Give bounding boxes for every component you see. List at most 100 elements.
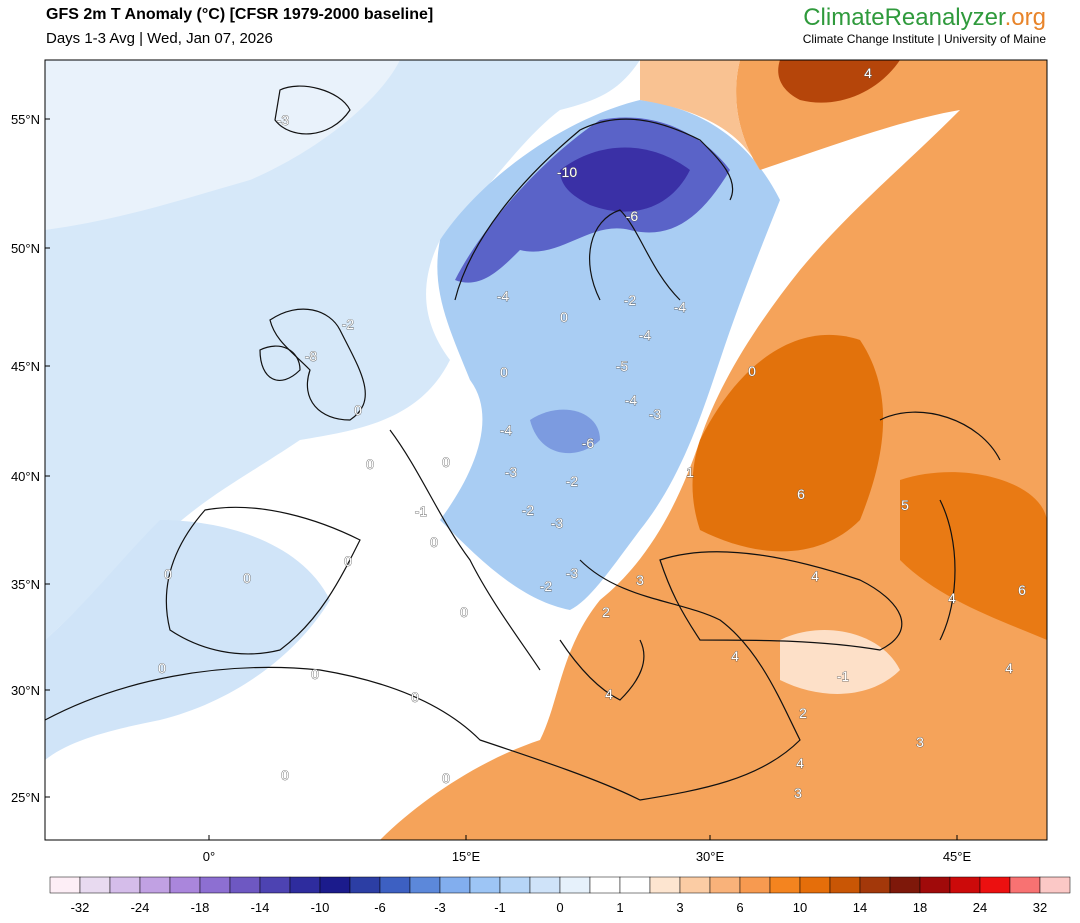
contour-label: 0 [366, 456, 374, 472]
subtitle: Days 1-3 Avg | Wed, Jan 07, 2026 [46, 30, 273, 47]
colorbar-swatch [1039, 876, 1071, 894]
colorbar: -32 -24 -18 -14 -10 -6 -3 -1 0 1 3 6 10 14 18 24 32 [49, 876, 1071, 915]
colorbar-label: 10 [793, 900, 807, 915]
contour-label: -4 [639, 327, 652, 343]
contour-label: 4 [1005, 660, 1013, 676]
colorbar-swatch [229, 876, 261, 894]
lat-label: 45°N [11, 359, 40, 374]
contour-label: -10 [557, 164, 577, 180]
contour-label: 6 [1018, 582, 1026, 598]
contour-label: -2 [624, 292, 637, 308]
colorbar-label: 14 [853, 900, 867, 915]
lon-label: 0° [203, 849, 215, 864]
contour-label: -3 [277, 112, 290, 128]
warm-north [640, 60, 760, 170]
contour-label: -4 [625, 392, 638, 408]
contour-label: 0 [430, 534, 438, 550]
contour-label: -4 [674, 299, 687, 315]
colorbar-swatch [649, 876, 681, 894]
contour-label: -2 [522, 502, 535, 518]
colorbar-label: 6 [736, 900, 743, 915]
contour-label: 0 [311, 666, 319, 682]
contour-label: -1 [837, 668, 850, 684]
colorbar-swatch [799, 876, 831, 894]
warm-russia [692, 334, 884, 552]
colorbar-label: -10 [311, 900, 330, 915]
contour-label: -1 [415, 503, 428, 519]
brand-main: ClimateReanalyzer [803, 4, 1006, 31]
colorbar-swatch [199, 876, 231, 894]
colorbar-swatch [499, 876, 531, 894]
contour-label: 0 [158, 660, 166, 676]
contour-label: 0 [411, 689, 419, 705]
colorbar-swatch [529, 876, 561, 894]
contour-label: 0 [164, 566, 172, 582]
contour-label: -2 [540, 578, 553, 594]
lat-label: 35°N [11, 577, 40, 592]
lon-label: 15°E [452, 849, 481, 864]
colorbar-swatch [679, 876, 711, 894]
colorbar-label: -24 [131, 900, 150, 915]
colorbar-swatch [169, 876, 201, 894]
colorbar-swatch [409, 876, 441, 894]
colorbar-swatch [289, 876, 321, 894]
colorbar-swatch [949, 876, 981, 894]
contour-label: 0 [442, 770, 450, 786]
contour-label: -8 [305, 348, 318, 364]
colorbar-swatch [739, 876, 771, 894]
coastlines [45, 85, 1001, 801]
contour-label: 2 [602, 604, 610, 620]
colorbar-swatch [559, 876, 591, 894]
contour-label: -2 [566, 473, 579, 489]
lat-label: 25°N [11, 790, 40, 805]
contour-label: -6 [626, 208, 639, 224]
contour-label: -2 [342, 316, 355, 332]
affiliation: Climate Change Institute | University of… [803, 32, 1047, 46]
colorbar-label: 1 [616, 900, 623, 915]
colorbar-swatch [769, 876, 801, 894]
contour-label: 0 [442, 454, 450, 470]
brand: ClimateReanalyzer.org [803, 4, 1046, 31]
contour-label: 4 [731, 648, 739, 664]
colorbar-swatch [349, 876, 381, 894]
contour-label: 4 [864, 65, 872, 81]
colorbar-swatch [709, 876, 741, 894]
cold-west [45, 60, 640, 640]
contour-label: -3 [566, 565, 579, 581]
colorbar-label: -1 [494, 900, 506, 915]
colorbar-swatch [829, 876, 861, 894]
colorbar-label: 24 [973, 900, 987, 915]
colorbar-swatch [469, 876, 501, 894]
contour-label: 1 [686, 464, 694, 480]
colorbar-swatch [919, 876, 951, 894]
contour-label: 0 [281, 767, 289, 783]
colorbar-label: 0 [556, 900, 563, 915]
colorbar-label: -3 [434, 900, 446, 915]
lat-label: 55°N [11, 112, 40, 127]
contour-label: 3 [636, 572, 644, 588]
colorbar-swatch [379, 876, 411, 894]
contour-label: -6 [582, 435, 595, 451]
lat-label: 40°N [11, 469, 40, 484]
cool-north [45, 60, 400, 230]
colorbar-swatch [589, 876, 621, 894]
contour-label: 3 [794, 785, 802, 801]
colorbar-label: -6 [374, 900, 386, 915]
coldest-core [560, 147, 690, 212]
colorbar-label: 18 [913, 900, 927, 915]
contour-label: 0 [243, 570, 251, 586]
contour-label: 0 [344, 553, 352, 569]
colorbar-swatch [979, 876, 1011, 894]
colorbar-swatch [79, 876, 111, 894]
contour-label: 0 [748, 363, 756, 379]
contour-label: 0 [354, 402, 362, 418]
contour-label: 5 [901, 497, 909, 513]
colorbar-label: 32 [1033, 900, 1047, 915]
colorbar-swatch [259, 876, 291, 894]
warm-spot [778, 60, 900, 103]
map: -3-10-6-4 -2 -4-4-2-80-5 00-4-30-4-60 01-3-2… [45, 60, 1047, 840]
contour-label: 4 [796, 755, 804, 771]
lon-label: 45°E [943, 849, 972, 864]
colorbar-swatch [1009, 876, 1041, 894]
